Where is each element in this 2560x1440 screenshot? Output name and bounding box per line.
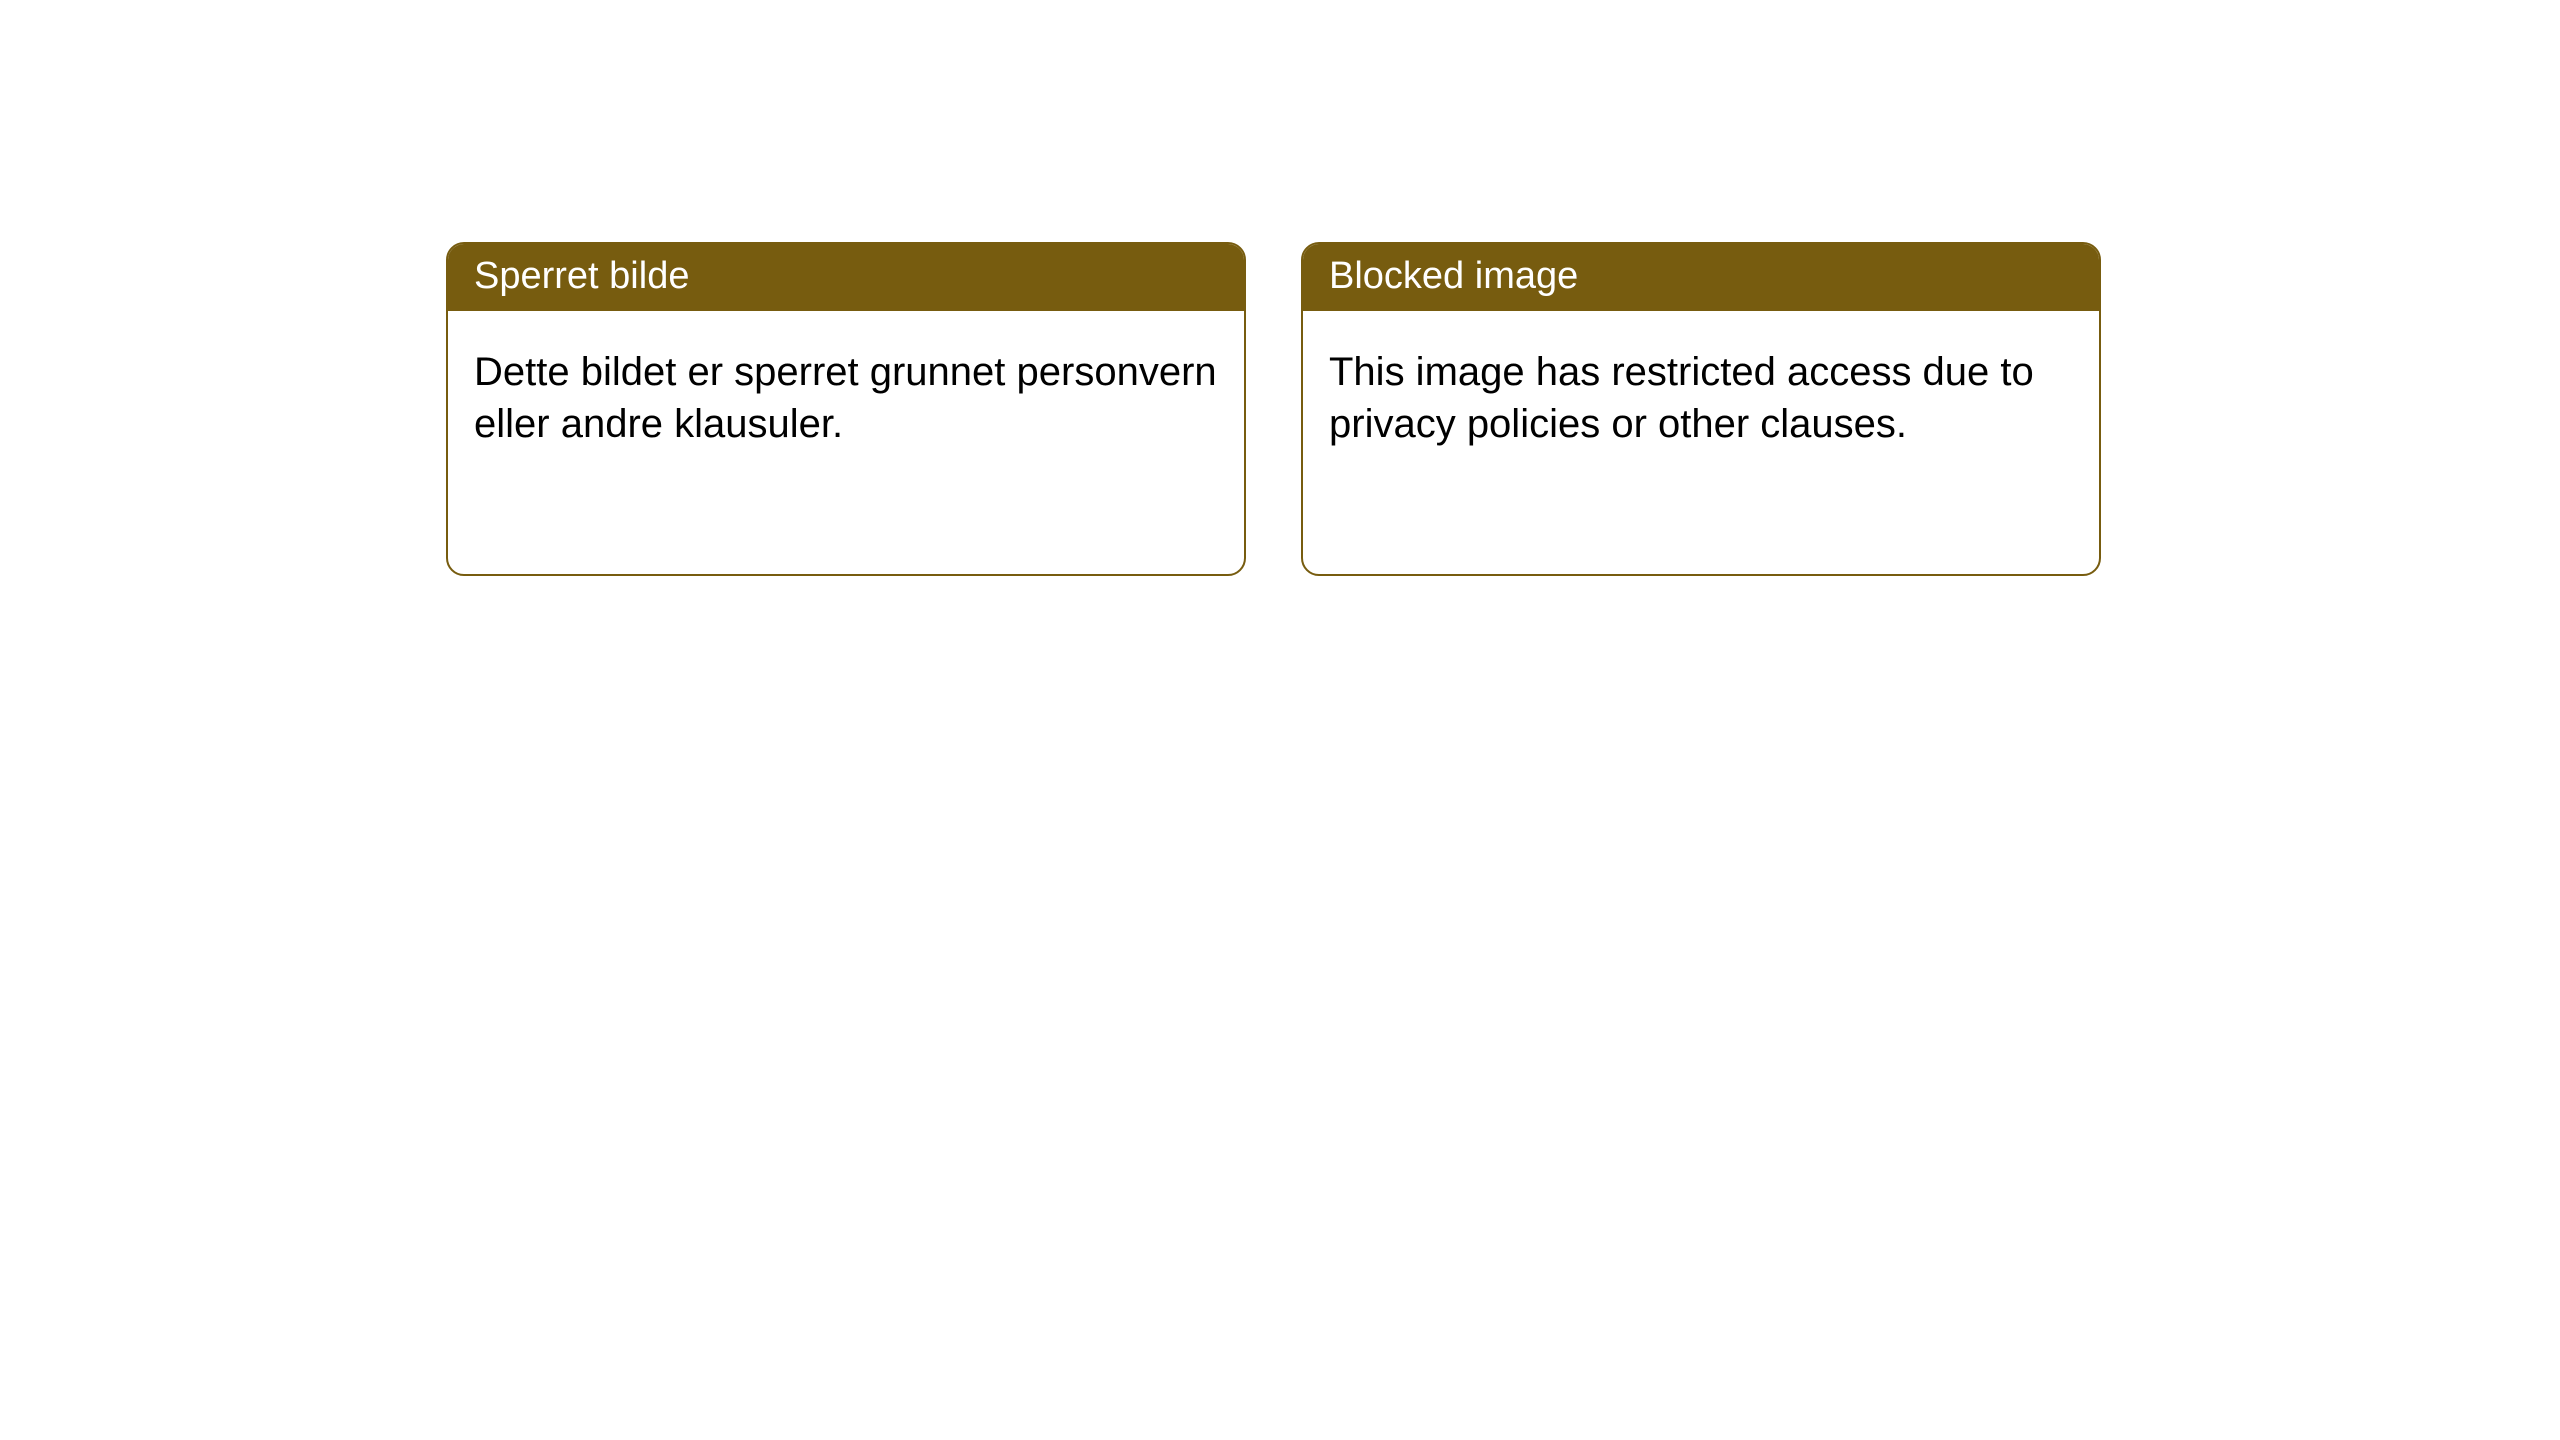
card-body: This image has restricted access due to …: [1303, 311, 2099, 475]
card-title: Blocked image: [1329, 255, 1578, 297]
blocked-image-card-norwegian: Sperret bilde Dette bildet er sperret gr…: [446, 242, 1246, 576]
card-header: Blocked image: [1303, 244, 2099, 311]
blocked-image-card-english: Blocked image This image has restricted …: [1301, 242, 2101, 576]
card-body-text: This image has restricted access due to …: [1329, 350, 2034, 445]
card-header: Sperret bilde: [448, 244, 1244, 311]
card-body: Dette bildet er sperret grunnet personve…: [448, 311, 1244, 475]
card-title: Sperret bilde: [474, 255, 689, 297]
card-body-text: Dette bildet er sperret grunnet personve…: [474, 350, 1217, 445]
cards-container: Sperret bilde Dette bildet er sperret gr…: [0, 0, 2560, 576]
